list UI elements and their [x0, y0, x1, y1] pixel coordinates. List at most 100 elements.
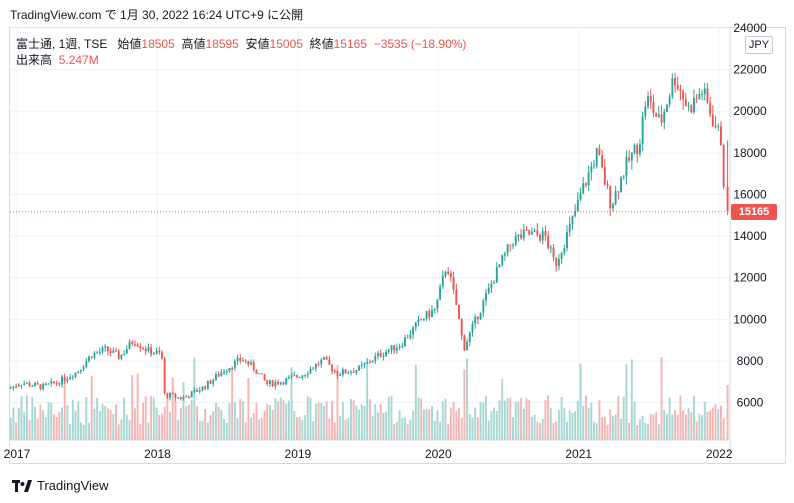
candle-body: [101, 347, 104, 352]
candle-body: [309, 368, 312, 374]
candle-body: [601, 155, 604, 168]
volume-bar: [390, 395, 393, 440]
volume-bar: [163, 406, 166, 440]
volume-bar: [485, 396, 487, 440]
volume-bar: [206, 422, 209, 440]
volume-bar: [690, 412, 693, 440]
candle-body: [641, 116, 644, 145]
candle-body: [336, 371, 339, 376]
volume-bar: [379, 403, 382, 440]
candle-body: [647, 96, 649, 107]
y-tick-label: 6000: [737, 396, 764, 410]
candle-body: [201, 386, 204, 391]
volume-bar: [420, 398, 423, 440]
candle-body: [239, 358, 242, 361]
candle-body: [350, 371, 352, 373]
volume-bar: [320, 403, 323, 440]
volume-bar: [620, 418, 622, 440]
candle-body: [726, 186, 729, 212]
volume-bar: [698, 413, 701, 440]
x-axis: 2017 2018 2019 2020 2021 2022: [4, 447, 733, 461]
volume-bar: [674, 409, 676, 440]
volume-bar: [98, 411, 101, 440]
volume-bar: [649, 414, 652, 440]
volume-bar: [371, 416, 374, 440]
volume-bar: [368, 399, 371, 440]
volume-bar: [412, 410, 415, 440]
volume-bar: [449, 407, 452, 440]
volume-bar: [225, 422, 228, 440]
volume-bar: [528, 400, 531, 440]
y-tick-label: 12000: [733, 271, 767, 285]
volume-bar: [90, 375, 93, 440]
volume-bar: [495, 411, 498, 440]
volume-bar: [401, 417, 404, 440]
volume-bar: [722, 418, 725, 440]
candle-body: [271, 380, 274, 387]
candle-body: [622, 176, 625, 178]
candle-body: [466, 341, 469, 351]
volume-bar: [247, 377, 250, 440]
volume-bar: [501, 378, 504, 440]
candle-body: [368, 361, 371, 363]
candle-body: [260, 373, 263, 375]
candle-body: [611, 204, 614, 209]
volume-bar: [560, 397, 563, 440]
candle-body: [269, 380, 271, 384]
footer-brand: TradingView: [37, 478, 109, 493]
volume-bar: [312, 421, 315, 440]
volume-bar: [144, 396, 147, 440]
volume-bar: [236, 418, 239, 440]
volume-bar: [106, 408, 109, 440]
volume-bar: [293, 410, 296, 440]
volume-bar: [233, 402, 236, 440]
legend-low-label: 安値: [245, 37, 270, 51]
candle-body: [69, 377, 72, 380]
x-tick-label: 2020: [425, 447, 452, 461]
volume-bar: [584, 395, 587, 440]
volume-bar: [190, 399, 193, 440]
candle-body: [390, 345, 393, 351]
candle-body: [671, 78, 674, 97]
volume-bar: [387, 396, 390, 440]
volume-bar: [139, 424, 142, 440]
currency-button[interactable]: JPY: [745, 36, 773, 54]
volume-bar: [595, 423, 598, 440]
candles: [9, 72, 729, 401]
candle-body: [174, 393, 177, 398]
volume-bar: [152, 397, 155, 440]
volume-bar: [433, 420, 436, 440]
volume-bar: [166, 397, 169, 440]
volume-bar: [374, 404, 377, 440]
candle-body: [298, 377, 301, 379]
volume-bar: [487, 420, 490, 440]
volume-bar: [296, 417, 298, 440]
volume-bar: [42, 410, 45, 440]
candle-body: [147, 347, 150, 352]
candle-body: [479, 312, 482, 320]
volume-bar: [471, 417, 474, 440]
candle-body: [660, 114, 663, 123]
y-tick-label: 20000: [733, 104, 767, 118]
legend-open: 18505: [141, 37, 175, 51]
candle-body: [106, 346, 109, 352]
candle-body: [425, 311, 428, 320]
candle-body: [347, 372, 350, 374]
volume-bar: [317, 402, 320, 440]
volume-bar: [314, 403, 317, 440]
volume-bar: [339, 415, 342, 440]
volume-bar: [533, 414, 536, 440]
volume-bar: [15, 422, 18, 440]
candle-body: [509, 244, 512, 246]
candle-body: [287, 376, 290, 379]
candle-body: [512, 244, 514, 246]
volume-bar: [482, 402, 485, 440]
volume-bar: [636, 424, 639, 440]
volume-bar: [644, 423, 647, 440]
volume-bar: [66, 405, 69, 440]
candle-body: [125, 349, 128, 354]
candle-body: [417, 319, 420, 323]
volume-bar: [671, 415, 674, 440]
volume-bar: [714, 404, 717, 440]
